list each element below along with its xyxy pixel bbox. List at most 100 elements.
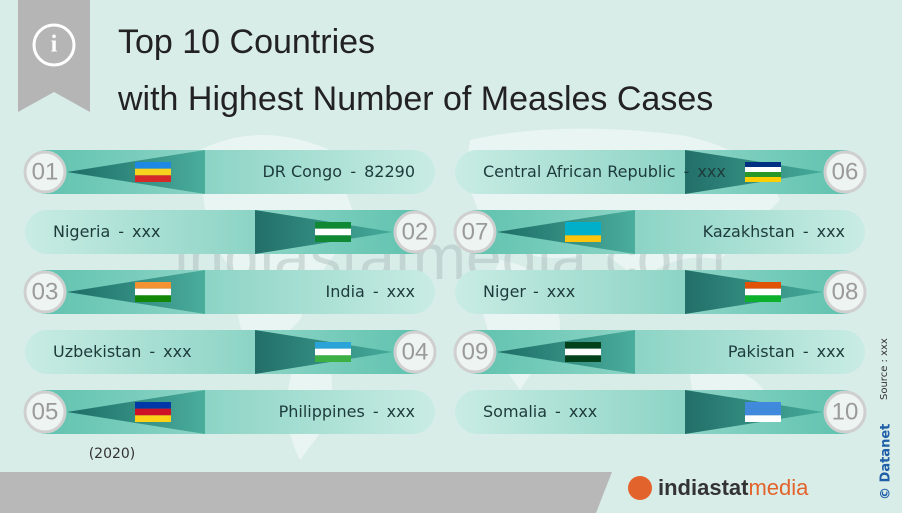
item-label: Niger - xxx [483, 282, 575, 301]
flag-stripe [135, 402, 171, 409]
rank: 08 [832, 278, 859, 305]
info-icon [32, 23, 76, 67]
flag-stripe [745, 408, 781, 416]
year-note: (2020) [89, 446, 136, 462]
rank: 01 [32, 158, 59, 185]
value: xxx [387, 282, 415, 301]
pill [455, 330, 865, 374]
country: DR Congo [262, 162, 342, 181]
separator: - [118, 222, 124, 241]
flag-stripe [135, 162, 171, 169]
pill [25, 270, 435, 314]
flag-stripe [745, 177, 781, 182]
badge [393, 330, 437, 374]
flag-stripe [565, 342, 601, 349]
separator: - [803, 342, 809, 361]
item-label: Pakistan - xxx [728, 342, 845, 361]
flag-stripe [135, 282, 171, 289]
country: Pakistan [728, 342, 795, 361]
item-label: Central African Republic - xxx [483, 162, 726, 181]
flag-stripe [745, 172, 781, 177]
value: xxx [132, 222, 160, 241]
value: xxx [697, 162, 725, 181]
item-label: Philippines - xxx [279, 402, 415, 421]
flag-stripe [745, 415, 781, 422]
brand-logo [628, 476, 652, 500]
separator: - [555, 402, 561, 421]
flag-stripe [745, 295, 781, 302]
pill [25, 150, 435, 194]
flag-stripe [745, 162, 781, 167]
value: xxx [817, 342, 845, 361]
badge [453, 330, 497, 374]
flag-stripe [745, 282, 781, 289]
flag-stripe [565, 222, 601, 229]
flag-stripe [565, 228, 601, 236]
flag-stripe [315, 342, 351, 349]
value: 82290 [364, 162, 415, 181]
flag-stripe [315, 355, 351, 362]
badge [823, 390, 867, 434]
title: Top 10 Countries [118, 23, 375, 61]
pill [25, 330, 435, 374]
footer-band [0, 472, 612, 513]
separator: - [373, 282, 379, 301]
flag-stripe [135, 408, 171, 416]
value: xxx [817, 222, 845, 241]
item-label: Uzbekistan - xxx [53, 342, 192, 361]
flag-stripe [565, 355, 601, 362]
pill [455, 210, 865, 254]
flag-stripe [745, 288, 781, 296]
value: xxx [387, 402, 415, 421]
separator: - [803, 222, 809, 241]
value: xxx [569, 402, 597, 421]
flag-stripe [745, 167, 781, 172]
rank: 03 [32, 278, 59, 305]
info-banner [18, 0, 90, 112]
flag-stripe [315, 228, 351, 236]
separator: - [373, 402, 379, 421]
flag-stripe [135, 295, 171, 302]
value: xxx [163, 342, 191, 361]
badge [23, 390, 67, 434]
item-label: DR Congo -82290 [262, 162, 415, 181]
flag-stripe [565, 235, 601, 242]
rank: 05 [32, 398, 59, 425]
flag-stripe [135, 168, 171, 176]
pill [25, 210, 435, 254]
rank: 06 [832, 158, 859, 185]
country: Niger [483, 282, 526, 301]
source: Source : xxx [879, 338, 890, 400]
brand: indiastatmedia [658, 475, 809, 500]
item-label: Somalia - xxx [483, 402, 597, 421]
country: India [326, 282, 365, 301]
country: Nigeria [53, 222, 110, 241]
item-label: India - xxx [326, 282, 415, 301]
pill [455, 270, 865, 314]
rank: 02 [402, 218, 429, 245]
country: Central African Republic [483, 162, 676, 181]
separator: - [684, 162, 690, 181]
rank: 07 [462, 218, 489, 245]
item-label: Nigeria - xxx [53, 222, 160, 241]
credit: © Datanet [879, 424, 894, 500]
flag-stripe [315, 348, 351, 356]
separator: - [533, 282, 539, 301]
flag-stripe [135, 415, 171, 422]
brand-part: indiastat [658, 475, 749, 500]
value: xxx [547, 282, 575, 301]
pill [455, 150, 865, 194]
badge [393, 210, 437, 254]
badge [453, 210, 497, 254]
badge [823, 150, 867, 194]
separator: - [149, 342, 155, 361]
country: Philippines [279, 402, 365, 421]
pill [455, 390, 865, 434]
flag-stripe [135, 288, 171, 296]
badge [23, 270, 67, 314]
flag-stripe [135, 175, 171, 182]
separator: - [350, 162, 356, 181]
flag-stripe [565, 348, 601, 356]
item-label: Kazakhstan - xxx [703, 222, 845, 241]
